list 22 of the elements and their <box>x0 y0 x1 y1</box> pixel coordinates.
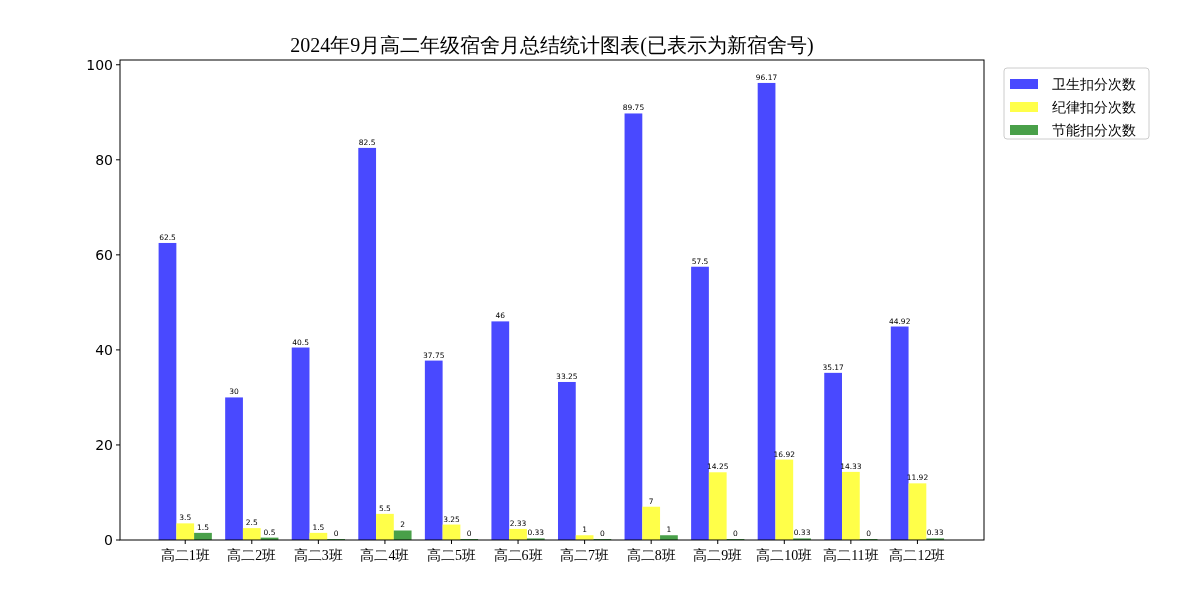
x-tick-label: 高二11班 <box>823 548 879 563</box>
x-tick-label: 高二10班 <box>756 548 813 563</box>
x-tick-label: 高二5班 <box>426 548 476 563</box>
legend-label: 节能扣分次数 <box>1052 123 1136 138</box>
x-tick-label: 高二7班 <box>560 548 610 563</box>
chart-title: 2024年9月高二年级宿舍月总结统计图表(已表示为新宿舍号) <box>290 34 814 57</box>
legend-label: 纪律扣分次数 <box>1052 100 1136 115</box>
y-tick-label: 40 <box>95 341 113 358</box>
x-tick-label: 高二6班 <box>493 548 543 563</box>
y-tick-label: 80 <box>95 151 113 168</box>
x-tick-label: 高二8班 <box>626 548 676 563</box>
y-tick-label: 20 <box>95 436 113 453</box>
x-tick-label: 高二1班 <box>160 548 210 563</box>
x-tick-label: 高二12班 <box>889 548 946 563</box>
x-tick-label: 高二2班 <box>227 548 277 563</box>
x-tick-label: 高二9班 <box>693 548 743 563</box>
legend-label: 卫生扣分次数 <box>1052 77 1136 92</box>
y-tick-label: 0 <box>104 532 113 548</box>
x-tick-label: 高二3班 <box>293 548 343 563</box>
y-tick-label: 100 <box>86 56 113 73</box>
y-tick-label: 60 <box>95 246 113 263</box>
x-tick-label: 高二4班 <box>360 548 410 563</box>
